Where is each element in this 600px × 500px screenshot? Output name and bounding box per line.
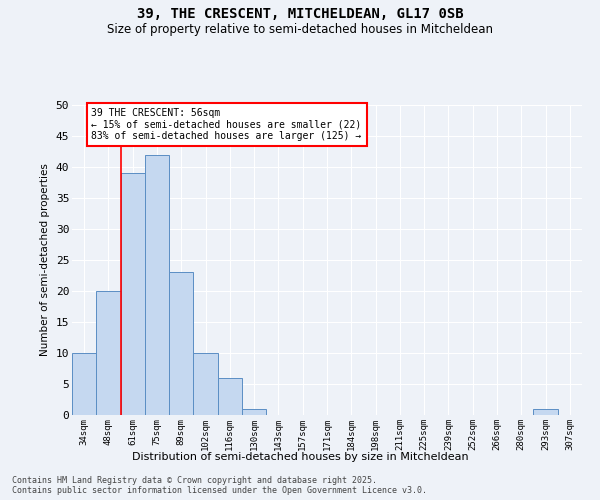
Bar [72, 353, 96, 415]
Text: 39 THE CRESCENT: 56sqm
← 15% of semi-detached houses are smaller (22)
83% of sem: 39 THE CRESCENT: 56sqm ← 15% of semi-det… [91, 108, 362, 142]
Bar [218, 378, 242, 415]
Bar [96, 291, 121, 415]
Text: Distribution of semi-detached houses by size in Mitcheldean: Distribution of semi-detached houses by … [131, 452, 469, 462]
Bar [533, 409, 558, 415]
Text: 39, THE CRESCENT, MITCHELDEAN, GL17 0SB: 39, THE CRESCENT, MITCHELDEAN, GL17 0SB [137, 8, 463, 22]
Bar [121, 173, 145, 415]
Bar [193, 353, 218, 415]
Bar [169, 272, 193, 415]
Text: Contains HM Land Registry data © Crown copyright and database right 2025.
Contai: Contains HM Land Registry data © Crown c… [12, 476, 427, 495]
Y-axis label: Number of semi-detached properties: Number of semi-detached properties [40, 164, 50, 356]
Bar [242, 409, 266, 415]
Text: Size of property relative to semi-detached houses in Mitcheldean: Size of property relative to semi-detach… [107, 22, 493, 36]
Bar [145, 154, 169, 415]
